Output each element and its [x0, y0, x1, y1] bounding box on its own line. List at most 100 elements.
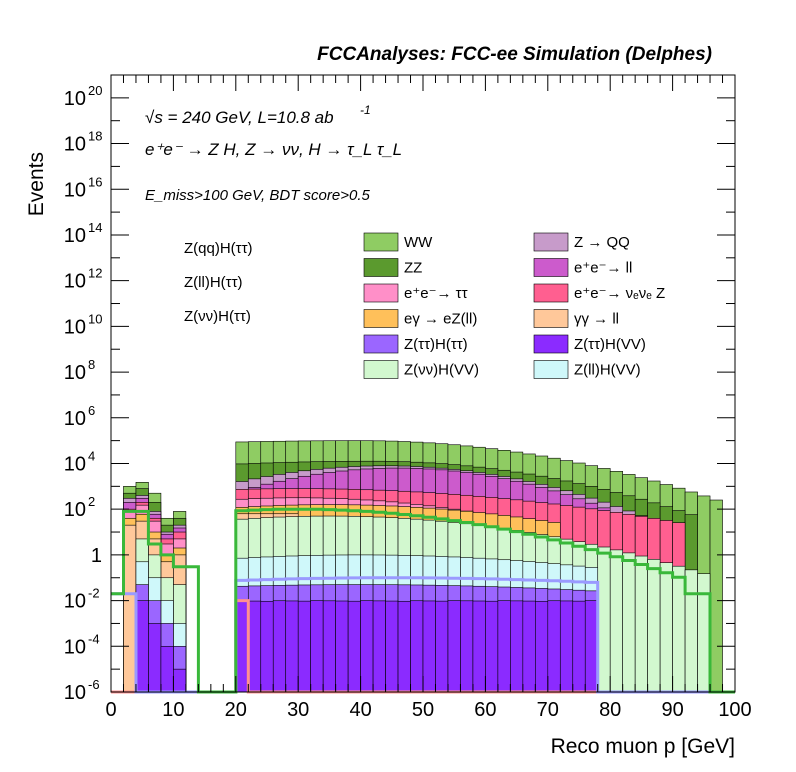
- bar: [173, 668, 187, 693]
- line-Z(ll)H(ττ): [111, 576, 735, 694]
- x-tick-label: 100: [718, 699, 751, 721]
- bar: [535, 600, 549, 693]
- bar: [360, 600, 374, 693]
- x-tick-label: 0: [105, 699, 116, 721]
- legend-line-label: Z(qq)H(ττ): [184, 240, 253, 257]
- y-tick-exponent: -2: [88, 586, 100, 601]
- bar: [235, 600, 249, 693]
- legend-swatch: [363, 258, 399, 277]
- y-axis-title: Events: [25, 152, 48, 216]
- legend-series-label: γγ → ll: [574, 311, 619, 328]
- bar: [572, 600, 586, 693]
- bar: [135, 600, 149, 693]
- legend-swatch: [533, 258, 569, 277]
- x-tick-label: 10: [162, 699, 184, 721]
- legend: Z(qq)H(ττ) Z(ll)H(ττ) Z(νν)H(ττ) WW Z → QQ ZZ…: [184, 232, 665, 379]
- legend-series-label: e⁺e⁻→ νₑνₑ Z: [574, 285, 665, 302]
- y-tick-exponent: 6: [88, 403, 95, 418]
- legend-series-label: Z → QQ: [574, 234, 630, 251]
- y-tick-label: 10: [64, 88, 86, 110]
- annotation-energy-lumi: √s = 240 GeV, L=10.8 ab: [145, 108, 334, 127]
- bar: [584, 600, 599, 693]
- bar: [609, 549, 623, 693]
- y-tick-exponent: 18: [88, 129, 102, 144]
- legend-swatch: [363, 360, 399, 379]
- bar: [285, 600, 299, 693]
- y-tick-exponent: -6: [88, 677, 100, 692]
- y-tick-label: 10: [64, 682, 86, 704]
- bar: [559, 600, 574, 693]
- bar: [547, 600, 561, 693]
- bar: [460, 600, 474, 693]
- legend-swatch: [363, 334, 399, 354]
- bar: [322, 600, 336, 693]
- legend-series-label: Z(ττ)H(ττ): [404, 336, 468, 353]
- legend-series-label: eγ → eZ(ll): [404, 311, 477, 328]
- legend-swatch: [533, 232, 569, 252]
- annotation-process: e⁺e⁻ → Z H, Z → νν, H → τ_L τ_L: [145, 140, 402, 159]
- legend-swatch: [363, 309, 399, 328]
- bar: [684, 569, 698, 693]
- line-Z(νν)H(ττ): [111, 507, 735, 694]
- bar: [123, 524, 137, 693]
- y-tick-label: 10: [64, 362, 86, 384]
- x-tick-label: 50: [412, 699, 434, 721]
- legend-swatch: [533, 283, 569, 303]
- bar: [522, 600, 536, 693]
- bar: [310, 600, 324, 693]
- bar: [422, 600, 436, 693]
- legend-series-label: Z(ll)H(VV): [574, 362, 641, 379]
- bar: [247, 600, 262, 693]
- y-tick-exponent: 12: [88, 266, 102, 281]
- y-tick-exponent: 20: [88, 83, 102, 98]
- bar: [160, 645, 174, 693]
- x-tick-label: 80: [599, 699, 621, 721]
- bar: [659, 562, 673, 693]
- annotation-lumi-exponent: -1: [360, 103, 371, 117]
- x-tick-label: 60: [474, 699, 496, 721]
- bar: [447, 600, 461, 693]
- y-tick-exponent: 8: [88, 357, 95, 372]
- bar: [385, 600, 399, 693]
- legend-swatch: [533, 334, 569, 354]
- legend-series-label: e⁺e⁻→ ττ: [404, 285, 468, 302]
- y-tick-label: 10: [64, 408, 86, 430]
- legend-line-label: Z(ll)H(ττ): [184, 274, 243, 291]
- bar: [485, 600, 499, 693]
- legend-line-label: Z(νν)H(ττ): [184, 308, 251, 325]
- layer-Z(ττ)H(VV): [135, 600, 599, 693]
- bar: [472, 600, 486, 693]
- bar: [672, 565, 686, 693]
- bar: [272, 600, 287, 693]
- legend-series-label: e⁺e⁻→ ll: [574, 260, 632, 277]
- y-tick-label: 10: [64, 225, 86, 247]
- stacked-histograms: [123, 440, 723, 693]
- legend-series-label: ZZ: [404, 260, 422, 277]
- bar: [634, 555, 648, 693]
- bar: [260, 600, 274, 693]
- y-tick-label: 10: [64, 316, 86, 338]
- y-tick-exponent: 10: [88, 311, 102, 326]
- legend-series-label: WW: [404, 234, 433, 251]
- bar: [148, 623, 162, 693]
- x-tick-label: 20: [225, 699, 247, 721]
- legend-series-label: Z(ττ)H(VV): [574, 336, 646, 353]
- y-tick-exponent: -4: [88, 631, 100, 646]
- x-tick-label: 30: [287, 699, 309, 721]
- bar: [510, 600, 524, 693]
- y-tick-label: 10: [64, 499, 86, 521]
- y-tick-label: 10: [64, 134, 86, 156]
- bar: [597, 546, 611, 693]
- x-axis-title: Reco muon p [GeV]: [551, 735, 735, 758]
- bar: [497, 600, 511, 693]
- bar: [647, 558, 661, 693]
- legend-swatch: [363, 283, 399, 303]
- legend-series-label: Z(νν)H(VV): [404, 362, 479, 379]
- chart-title: FCCAnalyses: FCC-ee Simulation (Delphes): [317, 44, 712, 65]
- bar: [347, 600, 361, 693]
- y-tick-label: 10: [64, 591, 86, 613]
- y-tick-label: 10: [64, 453, 86, 475]
- bar: [697, 573, 711, 693]
